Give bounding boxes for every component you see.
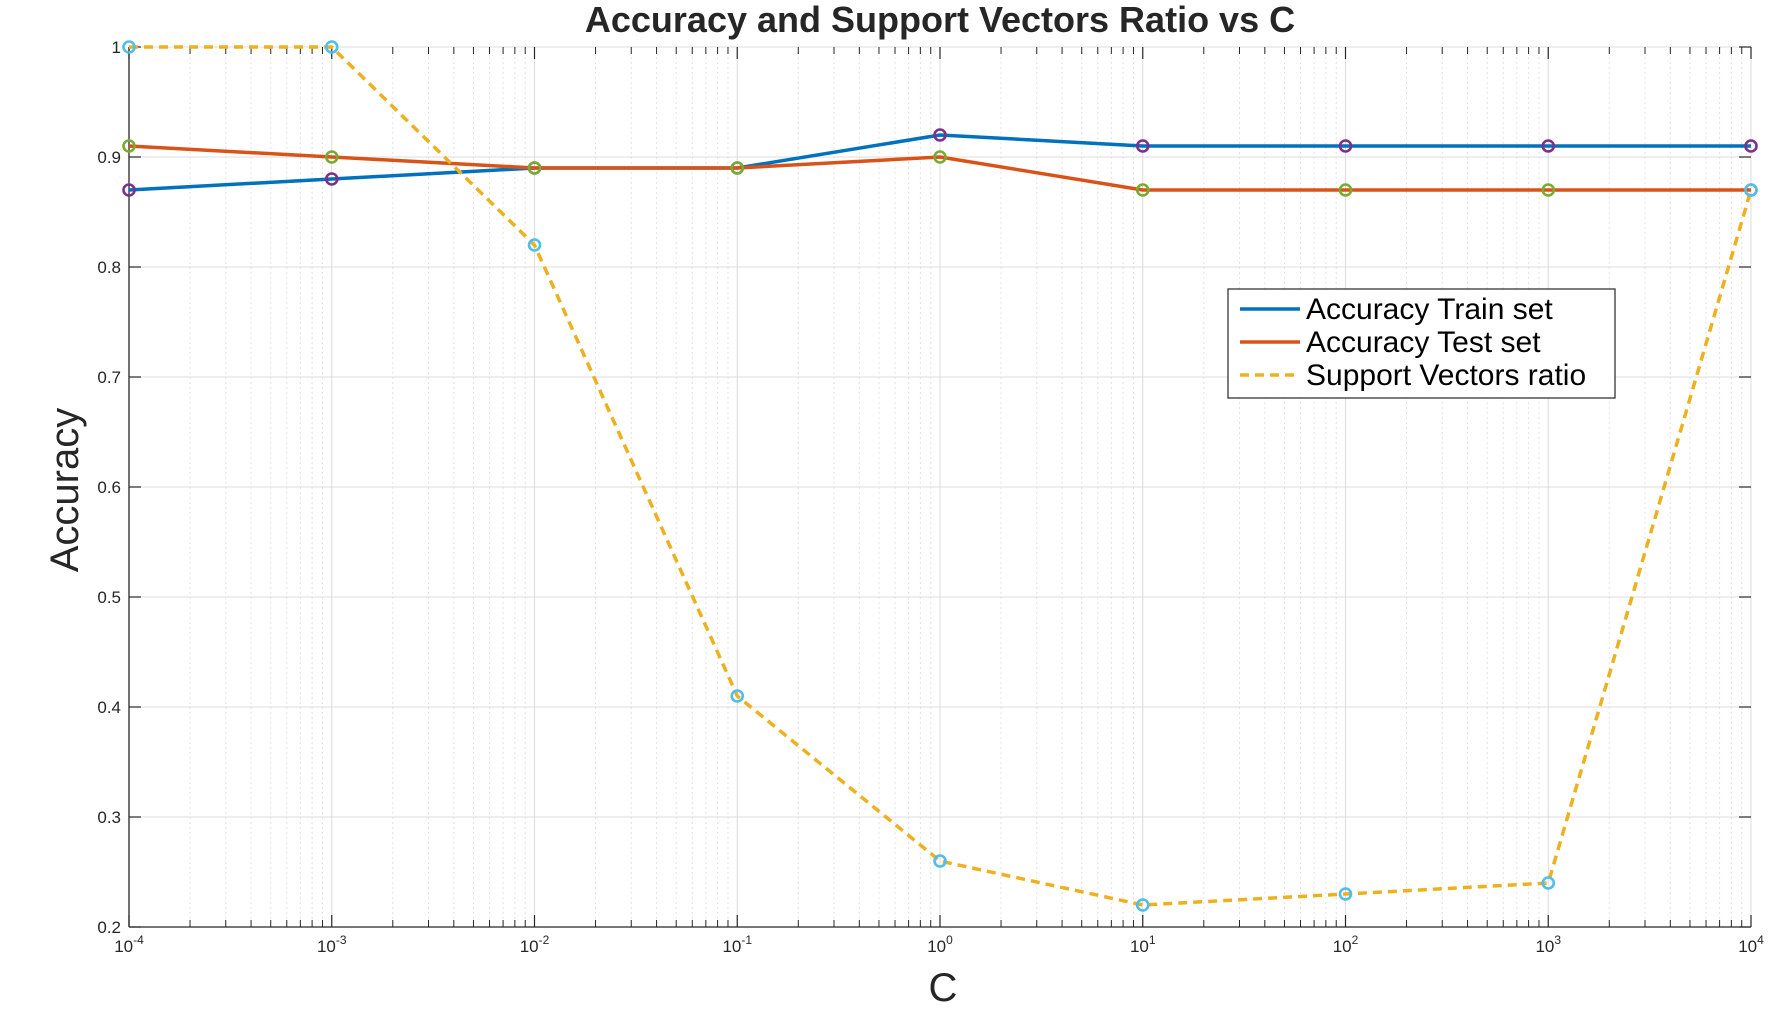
series-line-sv <box>129 45 1753 907</box>
series-layer <box>122 40 1758 912</box>
legend: Accuracy Train set Accuracy Test set Sup… <box>1227 288 1616 399</box>
x-tick-label: 102 <box>1333 933 1359 956</box>
y-tick-label: 0.9 <box>97 148 121 167</box>
series-line-train <box>128 133 1751 192</box>
data-point-train <box>1338 139 1353 153</box>
x-tick-base: 10 <box>317 937 336 956</box>
x-tick-base: 10 <box>114 937 133 956</box>
data-point-sv <box>324 40 339 54</box>
x-tick-base: 10 <box>1738 937 1757 956</box>
x-tick-exponent: 0 <box>946 933 953 947</box>
y-tick-label: 0.2 <box>97 918 121 937</box>
y-axis-label: Accuracy <box>43 408 87 573</box>
x-tick-exponent: -2 <box>539 933 550 947</box>
data-point-train <box>1744 139 1758 153</box>
data-point-sv <box>933 854 947 868</box>
data-point-test <box>122 139 136 153</box>
y-tick-label: 0.6 <box>97 478 121 497</box>
grid <box>128 46 1752 928</box>
x-tick-base: 10 <box>1535 937 1554 956</box>
legend-label-test: Accuracy Test set <box>1306 326 1541 359</box>
x-tick-exponent: 2 <box>1352 933 1359 947</box>
x-tick-label: 103 <box>1535 933 1561 956</box>
x-axis-label: C <box>929 966 958 1010</box>
data-point-test <box>1541 183 1556 197</box>
x-tick-exponent: 3 <box>1554 933 1561 947</box>
data-point-sv <box>1541 876 1556 890</box>
x-tick-label: 10-2 <box>520 933 550 956</box>
y-tick-label: 0.5 <box>97 588 121 607</box>
data-point-sv <box>1744 183 1758 197</box>
legend-label-sv: Support Vectors ratio <box>1306 359 1586 392</box>
x-tick-base: 10 <box>722 937 741 956</box>
data-point-sv <box>730 689 745 703</box>
data-point-test <box>933 150 947 164</box>
data-point-train <box>1135 139 1150 153</box>
axes <box>128 46 1752 928</box>
x-tick-exponent: 1 <box>1149 933 1156 947</box>
x-tick-label: 101 <box>1130 933 1156 956</box>
x-tick-exponent: -4 <box>133 933 144 947</box>
data-point-test <box>1338 183 1353 197</box>
y-tick-label: 0.8 <box>97 258 121 277</box>
y-tick-label: 1 <box>112 38 121 57</box>
data-point-train <box>933 128 947 142</box>
x-tick-exponent: -3 <box>336 933 347 947</box>
y-tick-label: 0.7 <box>97 368 121 387</box>
x-tick-label: 100 <box>927 933 953 956</box>
x-tick-base: 10 <box>520 937 539 956</box>
data-point-sv <box>527 238 542 252</box>
data-point-train <box>122 183 136 197</box>
legend-label-train: Accuracy Train set <box>1306 293 1553 326</box>
x-tick-label: 10-1 <box>722 933 752 956</box>
chart-title: Accuracy and Support Vectors Ratio vs C <box>585 0 1295 40</box>
x-tick-base: 10 <box>927 937 946 956</box>
x-tick-exponent: -1 <box>741 933 752 947</box>
data-point-sv <box>1135 898 1150 912</box>
data-point-train <box>1541 139 1556 153</box>
series-line-test <box>128 144 1751 192</box>
x-tick-base: 10 <box>1130 937 1149 956</box>
x-tick-label: 104 <box>1738 933 1764 956</box>
y-tick-label: 0.3 <box>97 808 121 827</box>
x-tick-base: 10 <box>1333 937 1352 956</box>
data-point-test <box>1135 183 1150 197</box>
y-tick-label: 0.4 <box>97 698 121 717</box>
data-point-sv <box>1338 887 1353 901</box>
x-tick-label: 10-3 <box>317 933 347 956</box>
data-point-sv <box>122 40 136 54</box>
data-point-test <box>527 161 542 175</box>
data-point-test <box>730 161 745 175</box>
data-point-train <box>324 172 339 186</box>
x-tick-exponent: 4 <box>1757 933 1764 947</box>
x-tick-label: 10-4 <box>114 933 144 956</box>
data-point-test <box>324 150 339 164</box>
